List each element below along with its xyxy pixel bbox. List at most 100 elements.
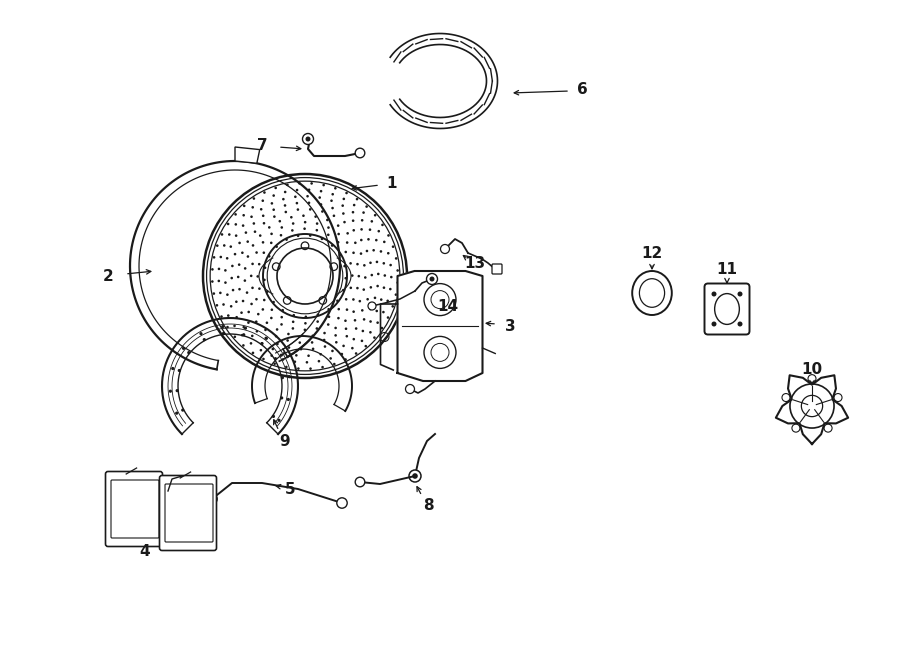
- Circle shape: [268, 255, 271, 258]
- Circle shape: [300, 348, 302, 350]
- Circle shape: [266, 290, 268, 293]
- Circle shape: [349, 262, 352, 264]
- Circle shape: [306, 195, 309, 198]
- Circle shape: [363, 318, 365, 321]
- Circle shape: [286, 339, 289, 342]
- Circle shape: [227, 314, 230, 317]
- Circle shape: [200, 332, 202, 335]
- Circle shape: [338, 233, 340, 235]
- Circle shape: [356, 477, 364, 486]
- Circle shape: [331, 350, 334, 352]
- Circle shape: [216, 245, 219, 247]
- Text: 2: 2: [103, 268, 113, 284]
- Circle shape: [264, 266, 266, 269]
- Circle shape: [337, 241, 339, 243]
- Circle shape: [246, 292, 248, 294]
- Circle shape: [320, 237, 323, 240]
- Circle shape: [331, 207, 334, 210]
- Circle shape: [218, 280, 220, 282]
- Circle shape: [363, 212, 365, 214]
- Circle shape: [235, 223, 237, 225]
- Circle shape: [244, 327, 248, 330]
- Circle shape: [233, 325, 236, 327]
- Circle shape: [309, 208, 311, 211]
- Circle shape: [358, 300, 361, 303]
- Circle shape: [338, 254, 341, 256]
- Circle shape: [320, 190, 322, 192]
- Circle shape: [241, 334, 244, 336]
- Circle shape: [281, 316, 283, 319]
- Circle shape: [383, 274, 386, 277]
- Circle shape: [427, 274, 437, 284]
- Circle shape: [223, 244, 226, 247]
- Circle shape: [318, 360, 320, 362]
- Circle shape: [345, 251, 347, 253]
- Circle shape: [424, 336, 456, 368]
- Text: 9: 9: [280, 434, 291, 449]
- Circle shape: [247, 241, 249, 243]
- Circle shape: [271, 202, 274, 205]
- Circle shape: [392, 305, 394, 307]
- Circle shape: [303, 227, 306, 230]
- Circle shape: [212, 292, 215, 295]
- Circle shape: [272, 415, 275, 418]
- Circle shape: [293, 360, 296, 363]
- Circle shape: [381, 327, 383, 329]
- Circle shape: [317, 313, 319, 316]
- Circle shape: [380, 250, 382, 253]
- Circle shape: [276, 342, 279, 345]
- Circle shape: [268, 226, 271, 229]
- Circle shape: [304, 221, 306, 223]
- Circle shape: [330, 200, 333, 202]
- Circle shape: [238, 242, 241, 244]
- Circle shape: [390, 276, 392, 278]
- Text: 5: 5: [284, 481, 295, 496]
- Circle shape: [202, 338, 206, 341]
- Circle shape: [320, 353, 322, 356]
- Circle shape: [262, 358, 265, 360]
- Circle shape: [334, 334, 337, 336]
- Circle shape: [377, 272, 380, 275]
- Circle shape: [345, 277, 347, 280]
- Circle shape: [406, 385, 415, 393]
- Circle shape: [356, 263, 359, 266]
- Circle shape: [266, 337, 268, 340]
- Circle shape: [263, 191, 266, 194]
- Circle shape: [353, 204, 356, 206]
- Circle shape: [297, 235, 300, 237]
- Circle shape: [392, 245, 394, 248]
- Circle shape: [283, 352, 285, 354]
- Circle shape: [222, 303, 225, 306]
- Circle shape: [354, 319, 356, 322]
- Circle shape: [374, 336, 375, 339]
- Circle shape: [292, 314, 295, 317]
- Circle shape: [308, 188, 310, 191]
- Circle shape: [345, 327, 347, 330]
- Circle shape: [219, 292, 221, 294]
- Circle shape: [329, 357, 332, 360]
- Circle shape: [187, 351, 191, 354]
- Circle shape: [324, 345, 327, 348]
- Circle shape: [216, 304, 218, 307]
- Circle shape: [331, 193, 334, 196]
- Circle shape: [386, 299, 389, 302]
- FancyBboxPatch shape: [159, 475, 217, 551]
- Text: 11: 11: [716, 262, 737, 276]
- Circle shape: [234, 336, 236, 338]
- Circle shape: [273, 208, 275, 211]
- Circle shape: [176, 389, 179, 392]
- Circle shape: [238, 288, 241, 290]
- Circle shape: [266, 321, 268, 324]
- Circle shape: [311, 334, 314, 337]
- Circle shape: [263, 251, 266, 254]
- Circle shape: [222, 332, 225, 335]
- Circle shape: [234, 213, 237, 215]
- Polygon shape: [776, 375, 848, 444]
- Circle shape: [212, 268, 213, 270]
- Circle shape: [253, 222, 256, 225]
- Circle shape: [274, 335, 277, 338]
- Text: 8: 8: [423, 498, 433, 514]
- Circle shape: [338, 308, 340, 311]
- Circle shape: [297, 368, 300, 370]
- Circle shape: [342, 344, 345, 347]
